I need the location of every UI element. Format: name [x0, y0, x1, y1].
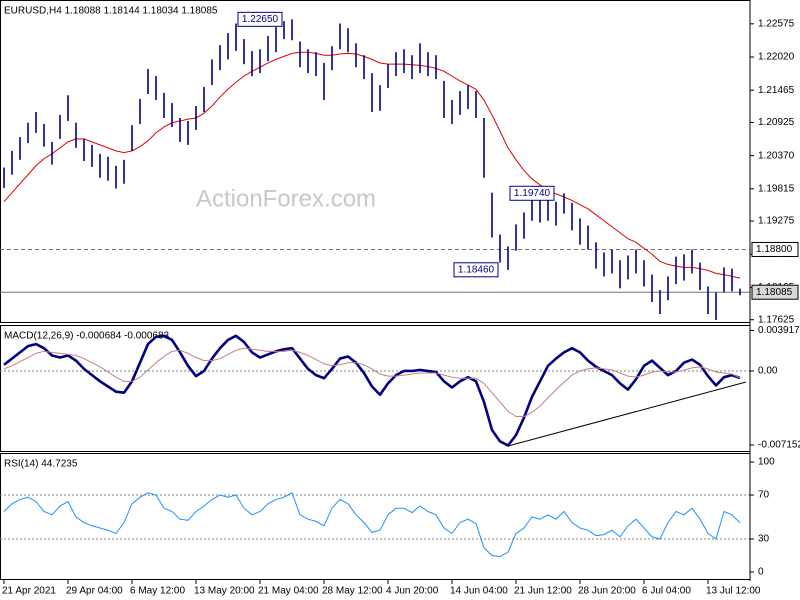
y-tick-label: 0.003917 [758, 325, 800, 336]
trend-line [507, 381, 747, 447]
x-tick-label: 6 May 12:00 [130, 586, 185, 597]
y-tick-label: 1.20370 [758, 150, 795, 161]
moving-average [3, 51, 741, 279]
x-tick-label: 14 Jun 04:00 [450, 586, 508, 597]
rsi-line [3, 492, 741, 558]
y-tick-label: 1.19275 [758, 216, 795, 227]
panel-title: EURUSD,H4 1.18088 1.18144 1.18034 1.1808… [4, 6, 218, 17]
x-tick-label: 29 Apr 04:00 [66, 586, 123, 597]
watermark: ActionForex.com [196, 185, 376, 212]
y-tick-label: 70 [758, 490, 770, 501]
annotation-box [509, 185, 555, 201]
y-tick-label: 100 [758, 457, 775, 468]
x-tick-label: 13 May 20:00 [194, 586, 255, 597]
signal-line [3, 347, 741, 418]
x-tick-label: 13 Jul 12:00 [706, 586, 761, 597]
x-tick-label: 4 Jun 20:00 [386, 586, 439, 597]
annotation-label: 1.19740 [514, 188, 551, 199]
y-tick-label: 1.17625 [758, 314, 795, 325]
annotation-box [453, 262, 499, 278]
x-tick-label: 21 Apr 2021 [2, 586, 56, 597]
panel-title: MACD(12,26,9) -0.000684 -0.000683 [4, 331, 170, 342]
y-tick-label: 0.00 [758, 366, 778, 377]
y-tick-label: 1.19815 [758, 183, 795, 194]
panel-title: RSI(14) 44.7235 [4, 459, 78, 470]
y-tick-label: -0.007152 [758, 440, 800, 451]
y-tick-label: 30 [758, 534, 770, 545]
x-tick-label: 6 Jul 04:00 [642, 586, 691, 597]
level-label: 1.18085 [756, 287, 793, 298]
x-tick-label: 21 Jun 12:00 [514, 586, 572, 597]
y-tick-label: 1.22020 [758, 52, 795, 63]
y-tick-label: 0 [758, 567, 764, 578]
y-tick-label: 1.21465 [758, 85, 795, 96]
level-box [751, 241, 799, 257]
annotation-box [237, 11, 283, 27]
level-box [751, 284, 799, 300]
macd-line [3, 334, 741, 447]
y-tick-label: 1.22575 [758, 18, 795, 29]
x-tick-label: 28 Jun 20:00 [578, 586, 636, 597]
annotation-label: 1.18460 [458, 264, 495, 275]
x-tick-label: 28 May 12:00 [322, 586, 383, 597]
y-tick-label: 1.20925 [758, 117, 795, 128]
x-tick-label: 21 May 04:00 [258, 586, 319, 597]
level-label: 1.18800 [756, 244, 793, 255]
annotation-label: 1.22650 [242, 14, 279, 25]
